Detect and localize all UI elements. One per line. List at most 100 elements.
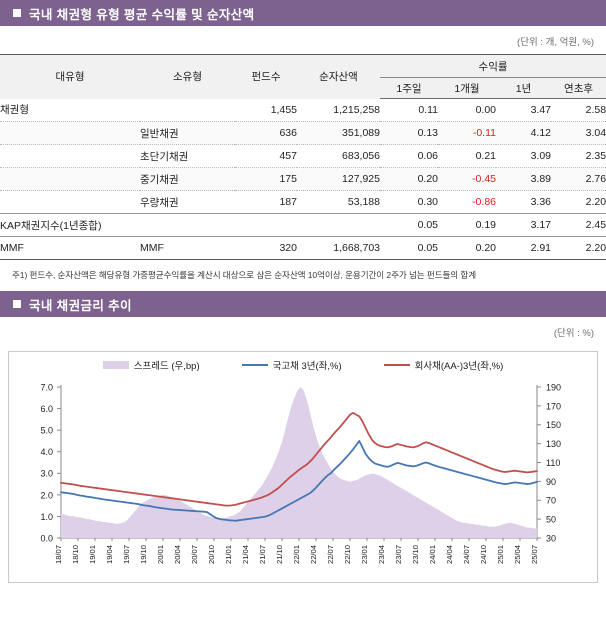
cell-fund-count: 636	[235, 121, 297, 145]
legend-item-corp: 회사채(AA-)3년(좌,%)	[383, 358, 504, 372]
cell-w1: 0.06	[380, 144, 438, 168]
cell-y1: 3.17	[496, 213, 551, 237]
col-header-return-group: 수익률	[380, 54, 606, 78]
svg-text:24/04: 24/04	[445, 545, 454, 564]
govt-line-swatch-icon	[241, 363, 268, 367]
svg-text:23/01: 23/01	[360, 545, 369, 564]
cell-m1: -0.11	[438, 121, 496, 145]
cell-minor: 초단기채권	[140, 144, 235, 168]
chart-legend: 스프레드 (우,bp) 국고채 3년(좌,%) 회사채(AA-)3년(좌,%)	[9, 358, 597, 372]
col-header-fund-count: 펀드수	[235, 54, 297, 99]
svg-text:4.0: 4.0	[40, 447, 53, 457]
svg-text:20/01: 20/01	[156, 545, 165, 564]
legend-label-spread: 스프레드 (우,bp)	[133, 361, 200, 372]
section2-unit-note: (단위 : %)	[553, 328, 594, 339]
section1-title: 국내 채권형 유형 평균 수익률 및 순자산액	[29, 7, 255, 22]
cell-fund-count: 320	[235, 236, 297, 260]
svg-text:150: 150	[546, 420, 561, 430]
cell-m1: -0.86	[438, 190, 496, 214]
cell-w1: 0.05	[380, 236, 438, 260]
section-header-fund-returns: 국내 채권형 유형 평균 수익률 및 순자산액	[0, 0, 606, 26]
svg-text:7.0: 7.0	[40, 382, 53, 392]
cell-nav: 1,215,258	[297, 98, 380, 122]
cell-fund-count: 187	[235, 190, 297, 214]
cell-nav: 127,925	[297, 167, 380, 191]
svg-text:25/01: 25/01	[496, 545, 505, 564]
svg-text:19/10: 19/10	[139, 545, 148, 564]
legend-item-spread: 스프레드 (우,bp)	[102, 358, 200, 372]
cell-w1: 0.11	[380, 98, 438, 122]
section-header-bond-yield-trend: 국내 채권금리 추이	[0, 291, 606, 317]
cell-nav: 351,089	[297, 121, 380, 145]
col-header-major: 대유형	[0, 54, 140, 99]
cell-ytd: 2.45	[551, 213, 606, 237]
cell-nav: 53,188	[297, 190, 380, 214]
square-bullet-icon	[13, 300, 21, 308]
svg-text:23/04: 23/04	[377, 545, 386, 564]
cell-m1: -0.45	[438, 167, 496, 191]
cell-nav	[297, 213, 380, 237]
svg-text:25/07: 25/07	[530, 545, 539, 564]
svg-text:3.0: 3.0	[40, 469, 53, 479]
svg-text:19/04: 19/04	[105, 545, 114, 564]
fund-returns-table: 대유형 소유형 펀드수 순자산액 수익률 1주일 1개월 1년 연초후 채권형 …	[0, 54, 606, 260]
cell-ytd: 2.58	[551, 98, 606, 122]
col-header-w1: 1주일	[380, 77, 438, 99]
square-bullet-icon	[13, 9, 21, 17]
svg-text:24/01: 24/01	[428, 545, 437, 564]
svg-text:70: 70	[546, 496, 556, 506]
col-header-ytd: 연초후	[551, 77, 606, 99]
cell-ytd: 2.76	[551, 167, 606, 191]
legend-label-corp: 회사채(AA-)3년(좌,%)	[414, 361, 504, 372]
section2-title: 국내 채권금리 추이	[29, 298, 132, 313]
svg-text:2.0: 2.0	[40, 490, 53, 500]
cell-major	[0, 167, 140, 191]
svg-text:50: 50	[546, 515, 556, 525]
cell-fund-count	[235, 213, 297, 237]
cell-minor: 일반채권	[140, 121, 235, 145]
col-header-nav: 순자산액	[297, 54, 380, 99]
legend-item-govt: 국고채 3년(좌,%)	[241, 358, 342, 372]
svg-text:30: 30	[546, 533, 556, 543]
svg-text:6.0: 6.0	[40, 404, 53, 414]
cell-major	[0, 190, 140, 214]
cell-ytd: 2.20	[551, 236, 606, 260]
table-head: 대유형 소유형 펀드수 순자산액 수익률 1주일 1개월 1년 연초후	[0, 54, 606, 99]
section1-unit-note: (단위 : 개, 억원, %)	[517, 37, 594, 48]
cell-major: KAP채권지수(1년종합)	[0, 213, 140, 237]
cell-fund-count: 175	[235, 167, 297, 191]
svg-text:21/10: 21/10	[275, 545, 284, 564]
svg-text:21/01: 21/01	[224, 545, 233, 564]
svg-text:90: 90	[546, 477, 556, 487]
svg-text:18/10: 18/10	[71, 545, 80, 564]
cell-minor	[140, 213, 235, 237]
table-row: KAP채권지수(1년종합) 0.05 0.19 3.17 2.45	[0, 213, 606, 237]
cell-fund-count: 457	[235, 144, 297, 168]
cell-nav: 683,056	[297, 144, 380, 168]
cell-m1: 0.00	[438, 98, 496, 122]
cell-m1: 0.19	[438, 213, 496, 237]
table-body: 채권형 1,455 1,215,258 0.11 0.00 3.47 2.58 …	[0, 98, 606, 260]
cell-major	[0, 144, 140, 168]
table-row: 채권형 1,455 1,215,258 0.11 0.00 3.47 2.58	[0, 98, 606, 122]
svg-text:20/07: 20/07	[190, 545, 199, 564]
svg-text:21/07: 21/07	[258, 545, 267, 564]
legend-label-govt: 국고채 3년(좌,%)	[272, 361, 342, 372]
cell-y1: 3.89	[496, 167, 551, 191]
cell-major: MMF	[0, 236, 140, 260]
cell-w1: 0.05	[380, 213, 438, 237]
cell-ytd: 2.35	[551, 144, 606, 168]
col-header-m1: 1개월	[438, 77, 496, 99]
svg-text:170: 170	[546, 401, 561, 411]
svg-text:19/07: 19/07	[122, 545, 131, 564]
svg-text:5.0: 5.0	[40, 426, 53, 436]
cell-minor: 우량채권	[140, 190, 235, 214]
cell-m1: 0.21	[438, 144, 496, 168]
svg-text:23/07: 23/07	[394, 545, 403, 564]
cell-minor: 중기채권	[140, 167, 235, 191]
svg-text:110: 110	[546, 458, 560, 468]
table-row: 일반채권 636 351,089 0.13 -0.11 4.12 3.04	[0, 121, 606, 145]
cell-ytd: 3.04	[551, 121, 606, 145]
cell-nav: 1,668,703	[297, 236, 380, 260]
